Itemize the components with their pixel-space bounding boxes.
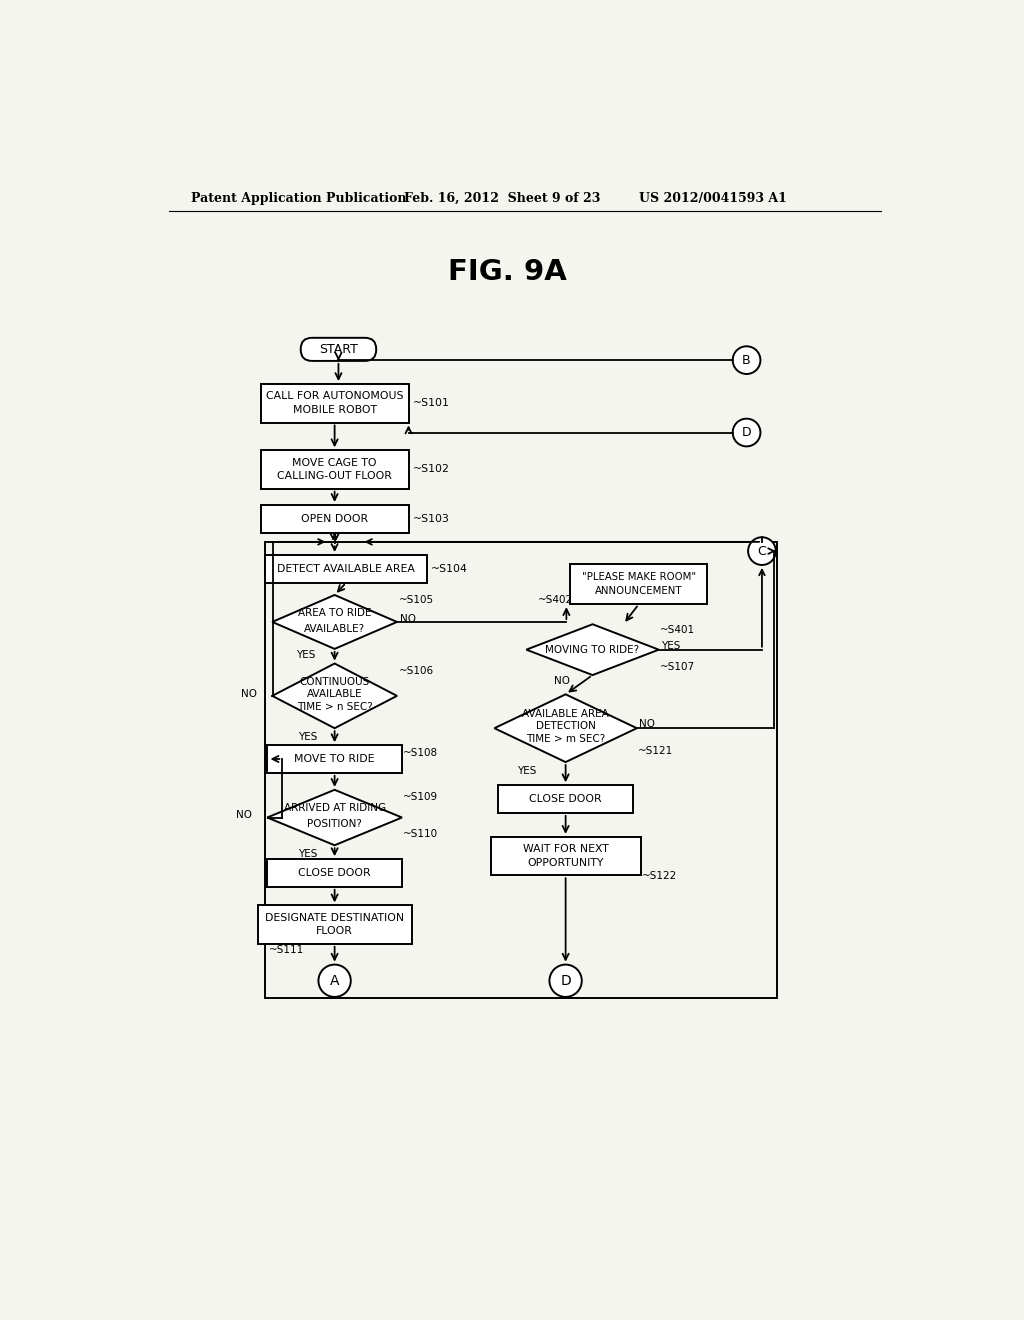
Text: OPEN DOOR: OPEN DOOR bbox=[301, 513, 369, 524]
Text: YES: YES bbox=[298, 733, 317, 742]
Text: ~S107: ~S107 bbox=[660, 661, 695, 672]
Text: CALL FOR AUTONOMOUS: CALL FOR AUTONOMOUS bbox=[266, 391, 403, 401]
Text: FLOOR: FLOOR bbox=[316, 927, 353, 936]
Text: ~S111: ~S111 bbox=[269, 945, 304, 954]
Circle shape bbox=[749, 537, 776, 565]
Text: ~S109: ~S109 bbox=[403, 792, 438, 803]
Text: MOVE TO RIDE: MOVE TO RIDE bbox=[294, 754, 375, 764]
Bar bbox=[261, 506, 409, 533]
Text: D: D bbox=[560, 974, 571, 987]
Polygon shape bbox=[272, 595, 397, 649]
Text: ~S110: ~S110 bbox=[403, 829, 438, 840]
Text: ~S108: ~S108 bbox=[403, 748, 438, 758]
Polygon shape bbox=[526, 624, 658, 675]
Text: ~S106: ~S106 bbox=[398, 667, 433, 676]
Circle shape bbox=[550, 965, 582, 997]
FancyBboxPatch shape bbox=[301, 338, 376, 360]
Polygon shape bbox=[495, 694, 637, 762]
Text: AVAILABLE AREA: AVAILABLE AREA bbox=[522, 709, 609, 719]
Polygon shape bbox=[267, 789, 402, 845]
Bar bbox=[570, 564, 708, 605]
Bar bbox=[261, 384, 409, 422]
Circle shape bbox=[733, 418, 761, 446]
Bar bbox=[258, 906, 412, 944]
Text: ~S121: ~S121 bbox=[638, 746, 673, 756]
Text: POSITION?: POSITION? bbox=[307, 818, 362, 829]
Text: AVAILABLE?: AVAILABLE? bbox=[304, 624, 366, 634]
Text: DESIGNATE DESTINATION: DESIGNATE DESTINATION bbox=[265, 912, 404, 923]
Text: TIME > m SEC?: TIME > m SEC? bbox=[526, 734, 605, 744]
Bar bbox=[265, 543, 777, 998]
Text: B: B bbox=[742, 354, 751, 367]
Text: AVAILABLE: AVAILABLE bbox=[307, 689, 362, 698]
Text: "PLEASE MAKE ROOM": "PLEASE MAKE ROOM" bbox=[582, 572, 696, 582]
Text: FIG. 9A: FIG. 9A bbox=[449, 259, 567, 286]
Bar bbox=[265, 554, 427, 582]
Text: US 2012/0041593 A1: US 2012/0041593 A1 bbox=[639, 191, 786, 205]
Text: Feb. 16, 2012  Sheet 9 of 23: Feb. 16, 2012 Sheet 9 of 23 bbox=[403, 191, 600, 205]
Text: ~S401: ~S401 bbox=[660, 626, 695, 635]
Text: DETECT AVAILABLE AREA: DETECT AVAILABLE AREA bbox=[278, 564, 415, 574]
Text: D: D bbox=[741, 426, 752, 440]
Text: NO: NO bbox=[639, 719, 655, 730]
Text: ~S103: ~S103 bbox=[413, 513, 450, 524]
Text: MOBILE ROBOT: MOBILE ROBOT bbox=[293, 405, 377, 416]
Text: YES: YES bbox=[296, 649, 315, 660]
Text: YES: YES bbox=[517, 767, 537, 776]
Text: CONTINUOUS: CONTINUOUS bbox=[299, 677, 370, 686]
Text: ~S105: ~S105 bbox=[398, 595, 433, 606]
Polygon shape bbox=[272, 664, 397, 729]
Text: A: A bbox=[330, 974, 339, 987]
Text: Patent Application Publication: Patent Application Publication bbox=[190, 191, 407, 205]
Text: NO: NO bbox=[241, 689, 257, 698]
Text: NO: NO bbox=[237, 810, 252, 820]
Text: CALLING-OUT FLOOR: CALLING-OUT FLOOR bbox=[278, 471, 392, 482]
Bar bbox=[267, 859, 402, 887]
Text: TIME > n SEC?: TIME > n SEC? bbox=[297, 702, 373, 711]
Text: ~S101: ~S101 bbox=[413, 399, 450, 408]
Bar bbox=[490, 837, 641, 875]
Text: ~S102: ~S102 bbox=[413, 465, 450, 474]
Text: ~S122: ~S122 bbox=[642, 871, 677, 880]
Bar bbox=[267, 744, 402, 774]
Circle shape bbox=[318, 965, 351, 997]
Circle shape bbox=[733, 346, 761, 374]
Text: MOVE CAGE TO: MOVE CAGE TO bbox=[293, 458, 377, 467]
Text: AREA TO RIDE: AREA TO RIDE bbox=[298, 609, 372, 619]
Bar bbox=[261, 450, 409, 488]
Text: CLOSE DOOR: CLOSE DOOR bbox=[529, 795, 602, 804]
Text: C: C bbox=[758, 545, 766, 557]
Text: ~S402: ~S402 bbox=[538, 594, 573, 605]
Text: ANNOUNCEMENT: ANNOUNCEMENT bbox=[595, 586, 683, 597]
Text: ~S104: ~S104 bbox=[431, 564, 468, 574]
Text: DETECTION: DETECTION bbox=[536, 721, 596, 731]
Text: START: START bbox=[319, 343, 358, 356]
Text: OPPORTUNITY: OPPORTUNITY bbox=[527, 858, 604, 869]
Text: NO: NO bbox=[554, 676, 569, 686]
Text: MOVING TO RIDE?: MOVING TO RIDE? bbox=[546, 644, 640, 655]
Text: ARRIVED AT RIDING: ARRIVED AT RIDING bbox=[284, 804, 386, 813]
Text: YES: YES bbox=[298, 850, 317, 859]
Text: NO: NO bbox=[399, 614, 416, 624]
Text: WAIT FOR NEXT: WAIT FOR NEXT bbox=[522, 843, 608, 854]
Bar bbox=[499, 785, 633, 813]
Text: YES: YES bbox=[662, 640, 681, 651]
Text: CLOSE DOOR: CLOSE DOOR bbox=[298, 869, 371, 878]
